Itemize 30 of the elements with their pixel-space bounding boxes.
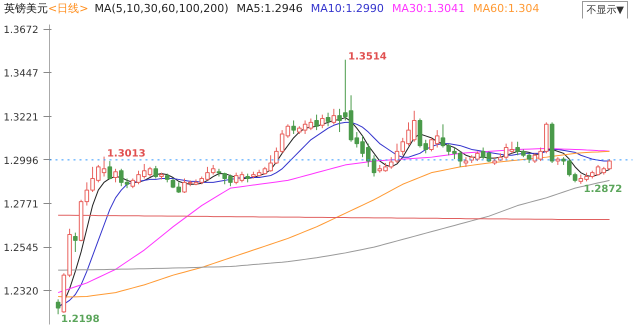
text: MA5:1.2946 xyxy=(236,2,303,15)
candlestick xyxy=(108,160,112,180)
y-tick-label: 1.3672 xyxy=(4,25,39,36)
candlestick xyxy=(314,114,319,131)
candlestick xyxy=(332,108,336,125)
y-tick-label: 1.2771 xyxy=(4,199,39,210)
annotation: 1.2198 xyxy=(60,314,100,326)
candlestick xyxy=(464,156,468,168)
text: MA60:1.304 xyxy=(473,2,540,15)
y-tick-label: 1.2320 xyxy=(4,286,39,298)
candlestick xyxy=(320,114,325,129)
y-tick-label: 1.2545 xyxy=(4,243,39,254)
y-tick-label: 1.3447 xyxy=(4,68,39,80)
candlestick xyxy=(326,112,330,127)
y-tick-label: 1.3221 xyxy=(4,112,39,124)
candlestick xyxy=(153,165,158,179)
annotation: 1.2872 xyxy=(584,184,622,195)
candlestick xyxy=(56,298,60,315)
text: MA30:1.3041 xyxy=(392,2,466,15)
candlestick xyxy=(113,168,118,183)
annotation: 1.3013 xyxy=(106,148,146,160)
text: MA10:1.2990 xyxy=(310,2,384,15)
chart-title: 英镑美元 xyxy=(4,2,48,15)
y-tick-label: 1.2996 xyxy=(4,156,39,167)
text: 不显示▼ xyxy=(582,1,628,21)
annotation: 1.3514 xyxy=(348,52,387,63)
candlestick xyxy=(73,232,78,252)
chart-subtitle: <日线> xyxy=(48,2,88,15)
text: MA(5,10,30,60,100,200) xyxy=(94,2,228,15)
candlestick xyxy=(291,120,296,134)
